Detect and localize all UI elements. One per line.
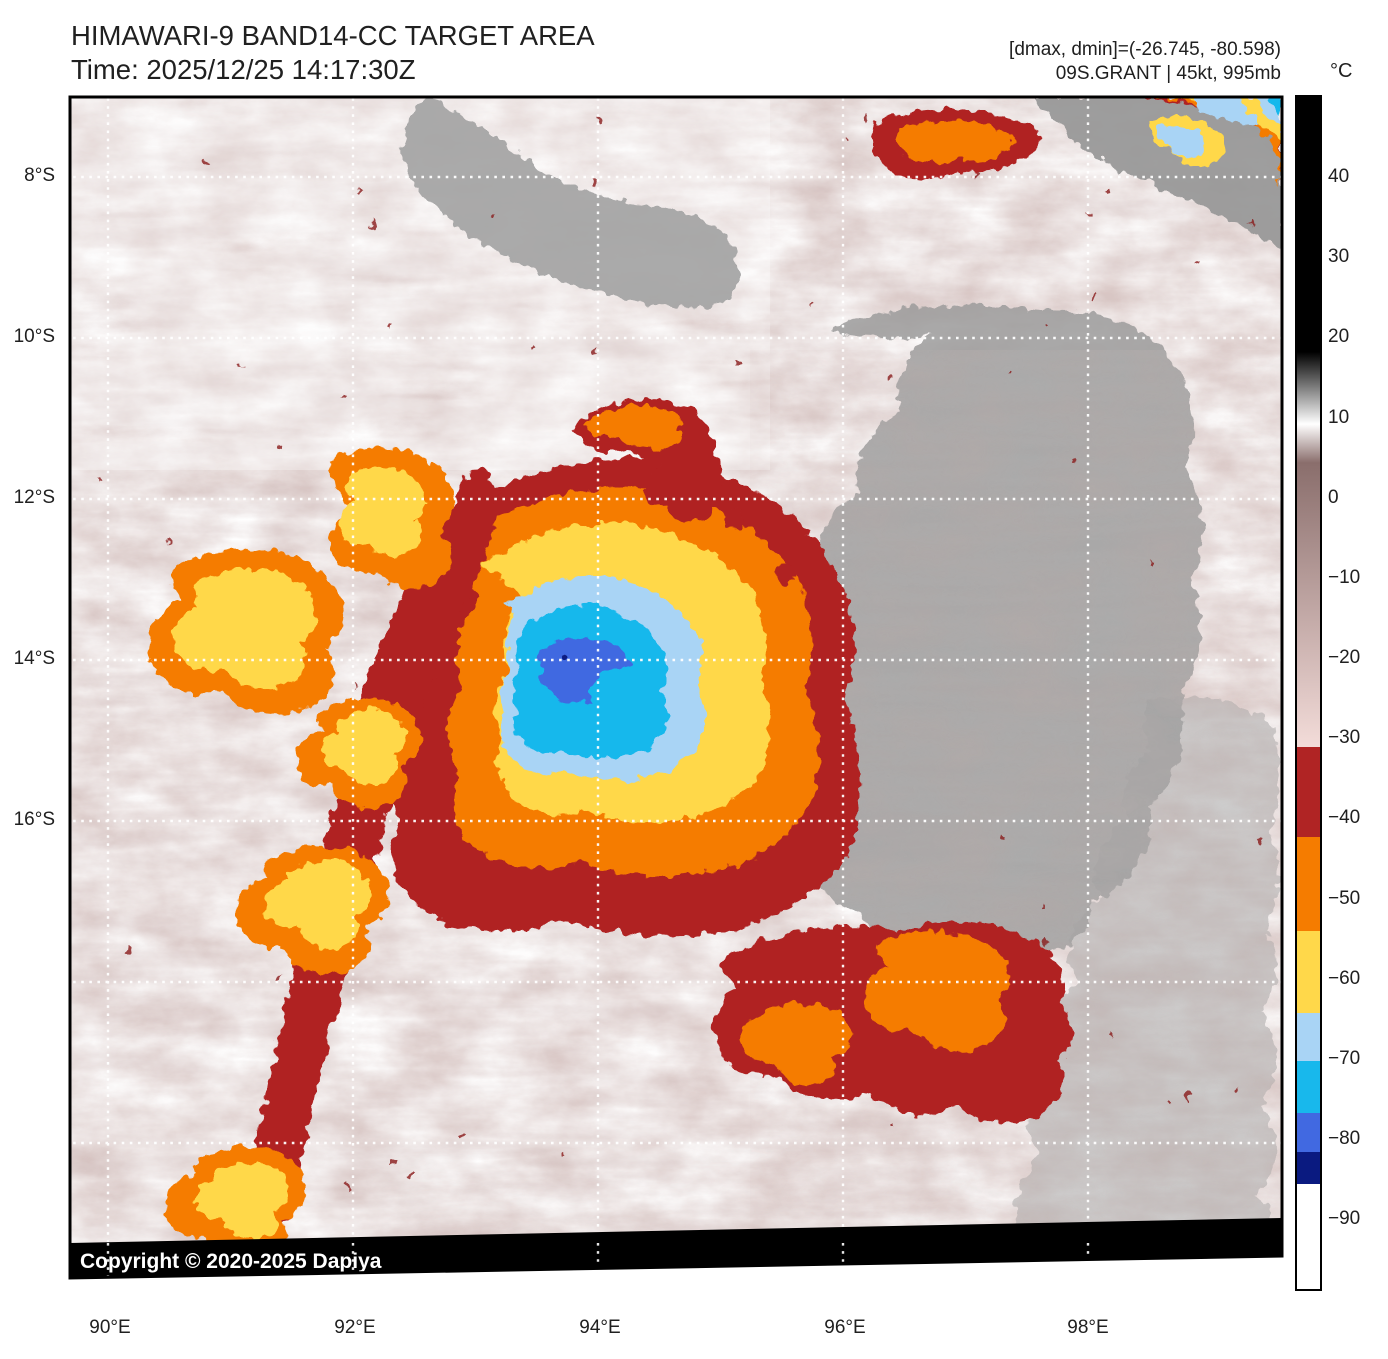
svg-text:Copyright © 2020-2025 Dapiya: Copyright © 2020-2025 Dapiya [80,1250,382,1273]
